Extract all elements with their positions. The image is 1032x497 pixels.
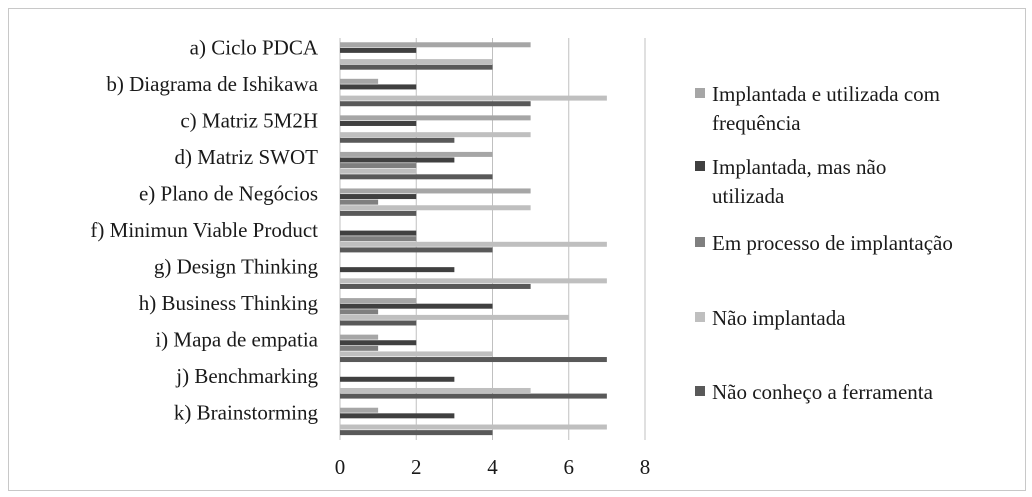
legend-label: Implantada e utilizada com frequência: [712, 82, 940, 135]
bar: [340, 236, 417, 242]
legend-swatch: [695, 386, 705, 396]
bar: [340, 84, 417, 90]
bar: [340, 267, 455, 273]
x-tick-label: 4: [487, 455, 498, 479]
bars: [340, 42, 607, 436]
category-label: e) Plano de Negócios: [139, 181, 318, 205]
legend-label: Não conheço a ferramenta: [712, 380, 934, 404]
bar: [340, 64, 493, 70]
chart-frame: [8, 8, 1026, 491]
bar: [340, 120, 417, 126]
bar: [340, 157, 455, 163]
bar: [340, 387, 531, 393]
bar: [340, 101, 531, 107]
x-tick-label: 8: [640, 455, 651, 479]
bar: [340, 283, 531, 289]
bar: [340, 241, 607, 247]
bar: [340, 95, 607, 101]
x-tick-label: 2: [411, 455, 422, 479]
category-label: a) Ciclo PDCA: [190, 35, 319, 59]
legend-swatch: [695, 312, 705, 322]
x-tick-label: 6: [564, 455, 575, 479]
legend-label: Não implantada: [712, 306, 846, 330]
bar: [340, 247, 493, 253]
bar: [340, 407, 379, 413]
bar: [340, 278, 607, 284]
bar: [340, 340, 417, 346]
legend-label: Implantada, mas não utilizada: [712, 155, 886, 208]
bar: [340, 345, 379, 351]
bar: [340, 194, 417, 200]
x-tick-label: 0: [335, 455, 346, 479]
category-label: i) Mapa de empatia: [155, 328, 318, 352]
bar: [340, 334, 379, 340]
bar: [340, 132, 531, 138]
x-tick-labels: 0 2 4 6 8: [335, 455, 651, 479]
category-label: j) Benchmarking: [175, 364, 318, 388]
bar: [340, 168, 417, 174]
bar: [340, 303, 493, 309]
category-label: b) Diagrama de Ishikawa: [106, 72, 318, 96]
category-labels: a) Ciclo PDCA b) Diagrama de Ishikawa c) M…: [90, 35, 318, 424]
bar: [340, 78, 379, 84]
bar: [340, 151, 493, 157]
legend-swatch: [695, 161, 705, 171]
category-label: c) Matriz 5M2H: [180, 108, 318, 132]
bar: [340, 174, 493, 180]
bar: [340, 320, 417, 326]
category-label: f) Minimun Viable Product: [90, 218, 318, 242]
bar: [340, 137, 455, 143]
bar: [340, 42, 531, 48]
bar: [340, 424, 607, 430]
bar: [340, 357, 607, 363]
bar: [340, 393, 607, 399]
category-label: d) Matriz SWOT: [175, 145, 319, 169]
bar: [340, 115, 531, 121]
legend-label: Em processo de implantação: [712, 231, 953, 255]
bar: [340, 188, 531, 194]
bar: [340, 298, 417, 304]
category-label: g) Design Thinking: [154, 255, 319, 279]
legend-swatch: [695, 88, 705, 98]
bar: [340, 309, 379, 315]
legend: Implantada e utilizada com frequência Impl…: [695, 82, 953, 404]
bar: [340, 230, 417, 236]
bar: [340, 210, 417, 216]
bar: [340, 314, 569, 320]
legend-swatch: [695, 237, 705, 247]
bar: [340, 430, 493, 436]
category-label: k) Brainstorming: [174, 401, 319, 425]
bar: [340, 413, 455, 419]
bar: [340, 59, 493, 65]
bar: [340, 47, 417, 53]
bar: [340, 376, 455, 382]
bar: [340, 351, 493, 357]
category-label: h) Business Thinking: [139, 291, 319, 315]
bar: [340, 205, 531, 211]
bar: [340, 163, 417, 169]
bar: [340, 199, 379, 205]
